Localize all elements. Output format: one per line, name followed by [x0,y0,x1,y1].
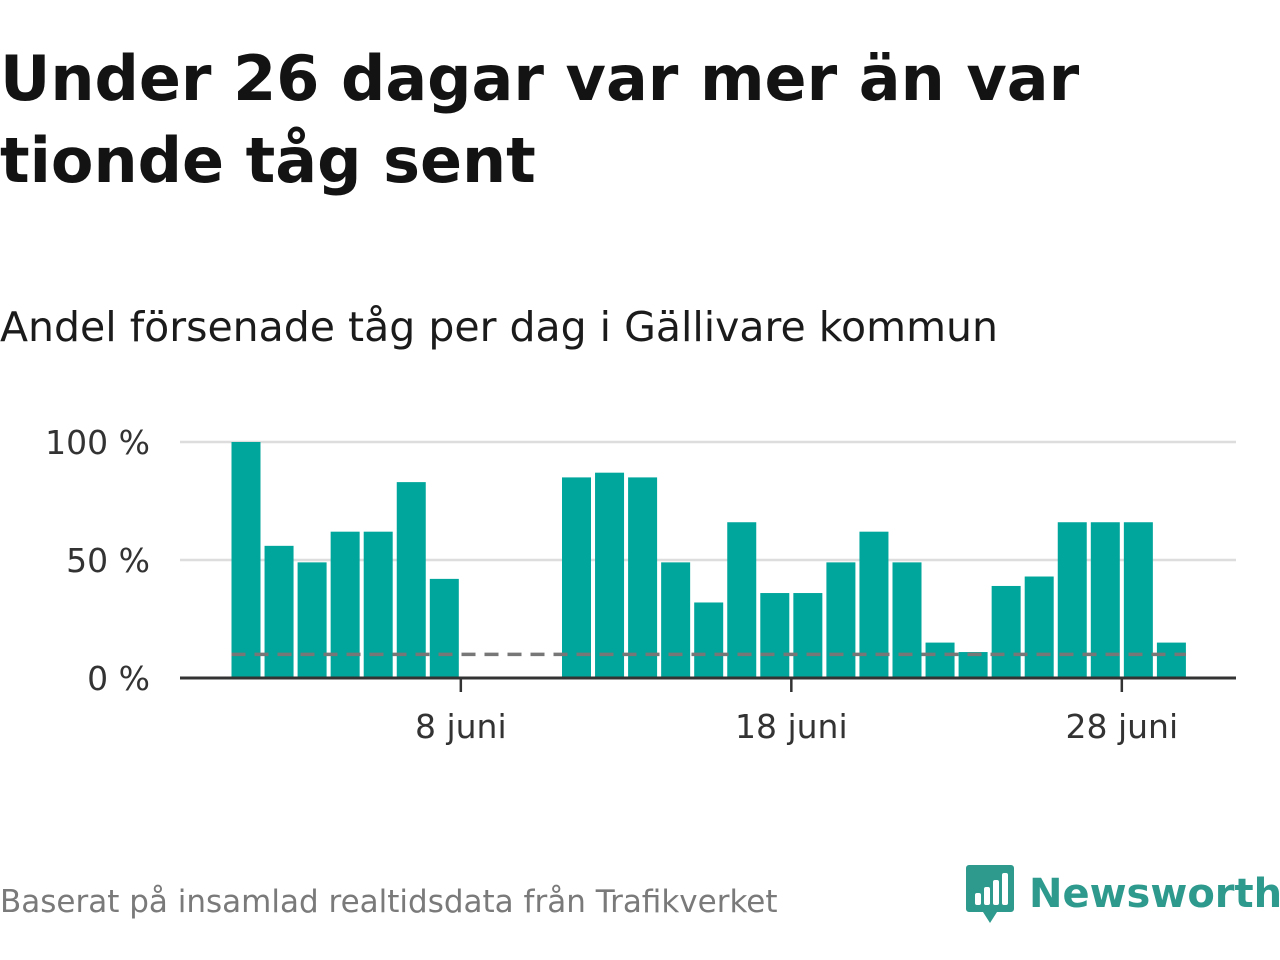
bar [1090,522,1120,678]
y-tick-label: 50 % [66,541,150,580]
bar [1057,522,1087,678]
axes: 0 % 50 % 100 % 8 juni 18 juni 28 juni [45,423,1236,746]
bar [562,477,591,678]
bar [231,442,261,678]
y-tick-label: 100 % [45,423,150,462]
bar [925,642,955,678]
brand: Newsworthy [965,862,1280,926]
bar [264,545,294,678]
bar [793,593,823,678]
brand-name: Newsworthy [1029,871,1280,917]
bar [892,562,922,678]
bar [694,602,724,678]
newsworthy-logo-icon [966,865,1014,923]
bar [1123,522,1153,678]
page-title: Under 26 dagar var mer än var tionde tåg… [0,42,1080,197]
bar [595,472,625,678]
bar [1156,642,1186,678]
x-tick-label: 18 juni [735,707,848,746]
chart-subtitle: Andel försenade tåg per dag i Gällivare … [0,303,998,351]
y-tick-label: 0 % [87,659,150,698]
bar [727,522,757,678]
bar [991,585,1021,678]
bar [826,562,856,678]
bar [958,652,988,678]
bar [1024,576,1054,678]
bar [628,477,658,678]
bar [396,482,426,678]
bar [760,593,790,678]
bar [661,562,691,678]
x-tick-label: 28 juni [1065,707,1178,746]
source-note: Baserat på insamlad realtidsdata från Tr… [0,884,778,920]
bar [429,578,459,678]
x-tick-label: 8 juni [415,707,507,746]
bar [297,562,327,678]
bar-chart: 0 % 50 % 100 % 8 juni 18 juni 28 juni [45,423,1236,746]
